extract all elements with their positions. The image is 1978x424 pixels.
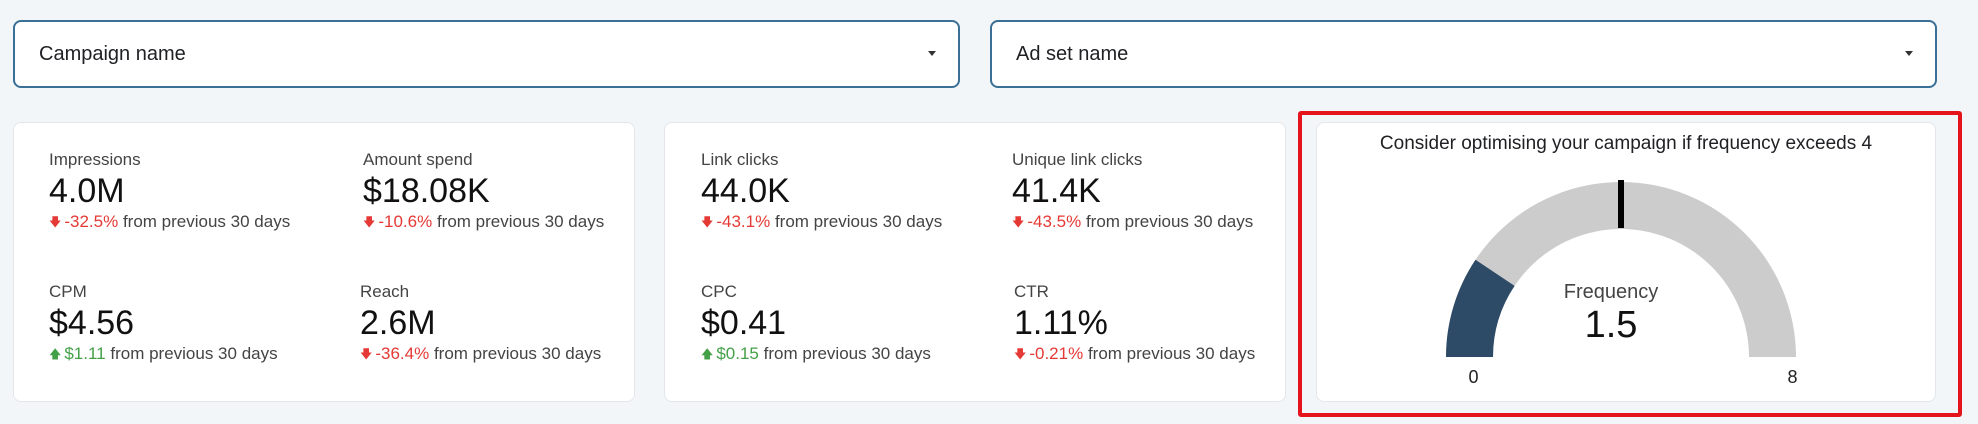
gauge-metric-label: Frequency: [1563, 281, 1659, 303]
metric-ctr: CTR 1.11% 🡇 -0.21% from previous 30 days: [1014, 282, 1255, 365]
metric-label: Unique link clicks: [1012, 150, 1143, 169]
metric-label: CTR: [1014, 282, 1049, 301]
metric-delta-suffix: from previous 30 days: [110, 344, 278, 363]
arrow-down-icon: 🡇: [701, 215, 714, 229]
gauge-fill: [1446, 259, 1515, 357]
campaign-name-label: Campaign name: [39, 42, 186, 65]
chevron-down-icon: [1905, 51, 1913, 56]
metric-value: 1.11%: [1014, 304, 1108, 342]
ad-set-name-label: Ad set name: [1016, 42, 1129, 65]
gauge-track: [1446, 182, 1796, 357]
metrics-card-reach: Impressions 4.0M 🡇 -32.5% from previous 3…: [13, 122, 635, 402]
metric-delta: -43.5%: [1027, 212, 1082, 231]
arrow-down-icon: 🡇: [360, 347, 373, 361]
metric-delta-suffix: from previous 30 days: [1085, 212, 1254, 231]
metric-unique-link-clicks: Unique link clicks 41.4K 🡇 -43.5% from pr…: [1012, 150, 1253, 233]
metric-cpm: CPM $4.56 🡅 $1.11 from previous 30 days: [49, 282, 278, 365]
metric-label: CPC: [701, 282, 737, 301]
metric-label: CPM: [49, 282, 87, 301]
metric-delta-suffix: from previous 30 days: [774, 212, 943, 231]
gauge-max-label: 8: [1787, 367, 1797, 387]
metric-delta: -32.5%: [64, 212, 119, 231]
metric-delta: -0.21%: [1029, 344, 1084, 363]
metric-value: $18.08K: [363, 172, 490, 210]
frequency-gauge: 0 8: [1446, 180, 1798, 387]
metric-delta-suffix: from previous 30 days: [433, 344, 602, 363]
metric-value: 2.6M: [360, 304, 436, 342]
metric-label: Reach: [360, 282, 410, 301]
metric-value: $0.41: [701, 304, 787, 342]
highlight-box: [1298, 111, 1962, 417]
metric-link-clicks: Link clicks 44.0K 🡇 -43.1% from previous …: [701, 150, 942, 233]
arrow-down-icon: 🡇: [363, 215, 376, 229]
metric-delta-suffix: from previous 30 days: [436, 212, 605, 231]
metric-delta-suffix: from previous 30 days: [763, 344, 931, 363]
metric-amount-spend: Amount spend $18.08K 🡇 -10.6% from previo…: [363, 150, 604, 233]
metric-delta: -10.6%: [378, 212, 433, 231]
metric-value: 4.0M: [49, 172, 125, 210]
frequency-gauge-card: Consider optimising your campaign if fre…: [1316, 122, 1936, 402]
metric-label: Amount spend: [363, 150, 473, 169]
metric-delta: $0.15: [716, 344, 759, 363]
metric-value: 44.0K: [701, 172, 790, 210]
metrics-card-clicks: Link clicks 44.0K 🡇 -43.1% from previous …: [664, 122, 1286, 402]
gauge-value: 1.5: [1584, 304, 1638, 346]
gauge-title: Consider optimising your campaign if fre…: [1379, 133, 1873, 154]
arrow-down-icon: 🡇: [1012, 215, 1025, 229]
gauge-min-label: 0: [1468, 367, 1478, 387]
metric-value: 41.4K: [1012, 172, 1101, 210]
arrow-down-icon: 🡇: [49, 215, 62, 229]
metric-reach: Reach 2.6M 🡇 -36.4% from previous 30 days: [360, 282, 601, 365]
arrow-down-icon: 🡇: [1014, 347, 1027, 361]
chevron-down-icon: [928, 51, 936, 56]
metric-delta-suffix: from previous 30 days: [1087, 344, 1256, 363]
metric-label: Impressions: [49, 150, 141, 169]
metric-impressions: Impressions 4.0M 🡇 -32.5% from previous 3…: [49, 150, 290, 233]
metric-label: Link clicks: [701, 150, 779, 169]
metric-delta: -43.1%: [716, 212, 771, 231]
metric-value: $4.56: [49, 304, 135, 342]
metric-delta-suffix: from previous 30 days: [122, 212, 291, 231]
metric-cpc: CPC $0.41 🡅 $0.15 from previous 30 days: [701, 282, 931, 365]
metric-delta: $1.11: [64, 344, 106, 363]
campaign-name-dropdown[interactable]: Campaign name: [13, 20, 960, 88]
ad-set-name-dropdown[interactable]: Ad set name: [990, 20, 1937, 88]
arrow-up-icon: 🡅: [49, 347, 62, 361]
arrow-up-icon: 🡅: [701, 347, 714, 361]
metric-delta: -36.4%: [375, 344, 430, 363]
